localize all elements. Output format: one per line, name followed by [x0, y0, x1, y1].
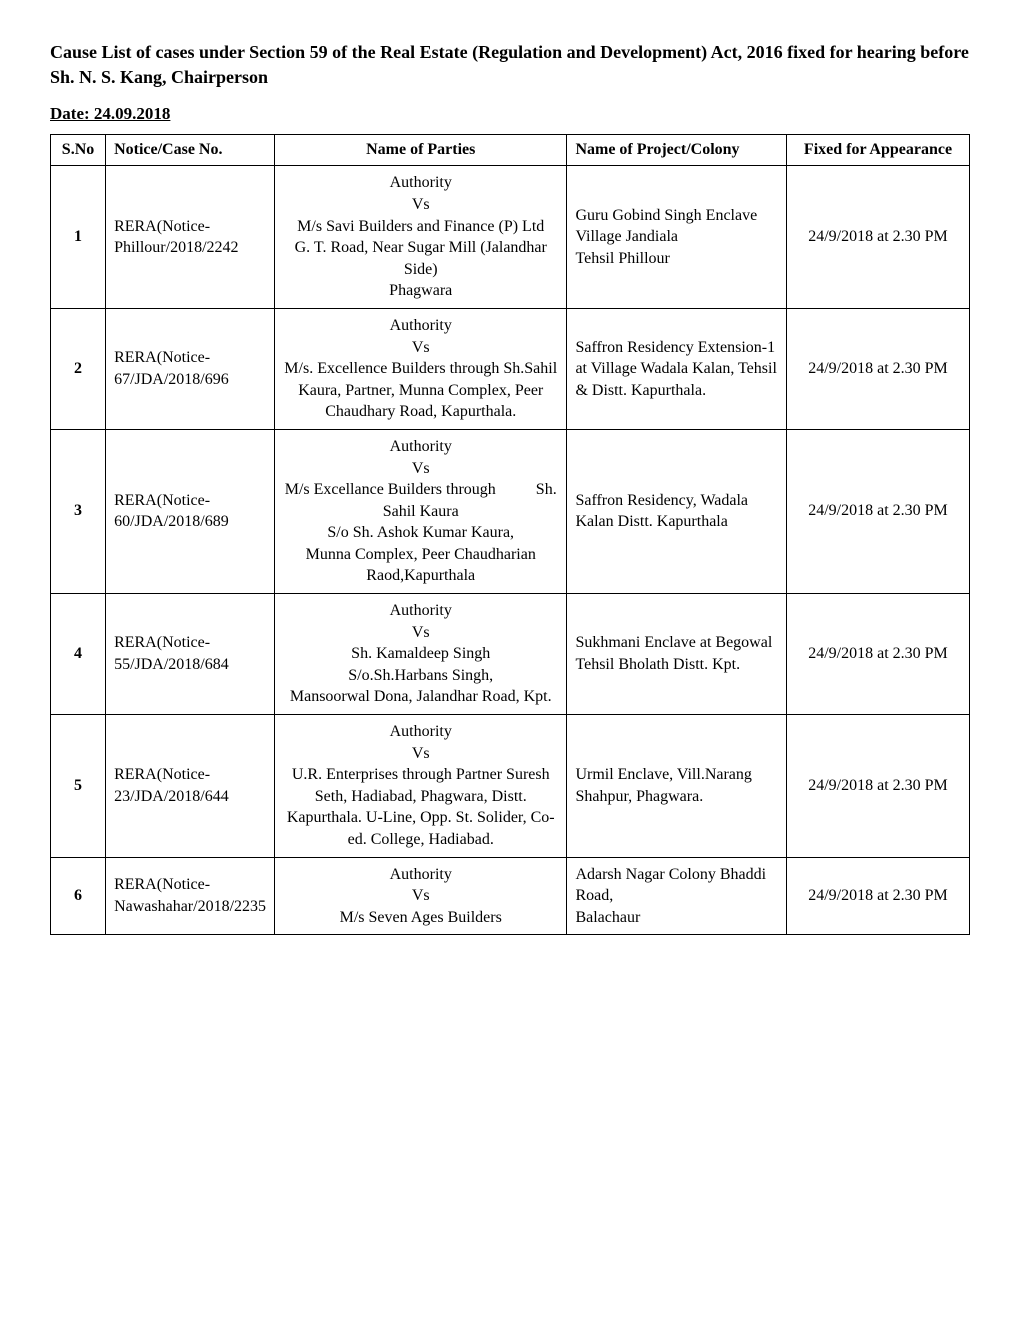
party-line: Mansoorwal Dona, Jalandhar Road, Kpt.: [283, 686, 558, 708]
table-row: 4RERA(Notice-55/JDA/2018/684AuthorityVsS…: [51, 594, 970, 715]
party-line: Munna Complex, Peer Chaudharian Raod,Kap…: [283, 544, 558, 587]
project-block: Guru Gobind Singh EnclaveVillage Jandial…: [575, 205, 778, 270]
table-row: 3RERA(Notice-60/JDA/2018/689AuthorityVsM…: [51, 429, 970, 593]
party-line: M/s Savi Builders and Finance (P) Ltd: [283, 216, 558, 238]
party-line: Vs: [283, 337, 558, 359]
cell-sno: 4: [51, 594, 106, 715]
project-block: Adarsh Nagar Colony Bhaddi Road,Balachau…: [575, 864, 778, 929]
parties-block: AuthorityVsM/s Savi Builders and Finance…: [283, 172, 558, 302]
cell-project: Adarsh Nagar Colony Bhaddi Road,Balachau…: [567, 857, 787, 935]
project-line: Village Jandiala: [575, 226, 778, 248]
party-line: Authority: [283, 436, 558, 458]
col-header-sno: S.No: [51, 135, 106, 166]
parties-block: AuthorityVsSh. Kamaldeep SinghS/o.Sh.Har…: [283, 600, 558, 708]
project-block: Saffron Residency, Wadala Kalan Distt. K…: [575, 490, 778, 533]
party-line: M/s. Excellence Builders through Sh.Sahi…: [283, 358, 558, 423]
case-no-text: RERA(Notice-67/JDA/2018/696: [114, 347, 266, 390]
cell-case-no: RERA(Notice-67/JDA/2018/696: [106, 308, 275, 429]
party-line: Phagwara: [283, 280, 558, 302]
cell-case-no: RERA(Notice-Nawashahar/2018/2235: [106, 857, 275, 935]
col-header-parties: Name of Parties: [275, 135, 567, 166]
case-no-text: RERA(Notice-Phillour/2018/2242: [114, 216, 266, 259]
cell-fixed-for: 24/9/2018 at 2.30 PM: [787, 166, 970, 309]
party-line: Authority: [283, 864, 558, 886]
cell-sno: 2: [51, 308, 106, 429]
party-line: Authority: [283, 315, 558, 337]
party-line: Vs: [283, 194, 558, 216]
cell-project: Saffron Residency, Wadala Kalan Distt. K…: [567, 429, 787, 593]
cell-fixed-for: 24/9/2018 at 2.30 PM: [787, 429, 970, 593]
cause-list-table: S.No Notice/Case No. Name of Parties Nam…: [50, 134, 970, 935]
case-no-text: RERA(Notice-23/JDA/2018/644: [114, 764, 266, 807]
cell-fixed-for: 24/9/2018 at 2.30 PM: [787, 857, 970, 935]
case-no-text: RERA(Notice-60/JDA/2018/689: [114, 490, 266, 533]
party-line: Sh. Kamaldeep Singh: [283, 643, 558, 665]
cell-project: Saffron Residency Extension-1 at Village…: [567, 308, 787, 429]
cell-project: Guru Gobind Singh EnclaveVillage Jandial…: [567, 166, 787, 309]
cell-parties: AuthorityVsM/s Seven Ages Builders: [275, 857, 567, 935]
party-line: S/o.Sh.Harbans Singh,: [283, 665, 558, 687]
cell-parties: AuthorityVsM/s Excellance Builders throu…: [275, 429, 567, 593]
party-line: Authority: [283, 172, 558, 194]
party-line: Vs: [283, 743, 558, 765]
project-line: Urmil Enclave, Vill.Narang Shahpur, Phag…: [575, 764, 778, 807]
table-row: 1RERA(Notice-Phillour/2018/2242 Authority…: [51, 166, 970, 309]
cell-parties: AuthorityVsU.R. Enterprises through Part…: [275, 715, 567, 858]
cell-parties: AuthorityVsSh. Kamaldeep SinghS/o.Sh.Har…: [275, 594, 567, 715]
parties-block: AuthorityVsM/s Seven Ages Builders: [283, 864, 558, 929]
parties-block: AuthorityVsM/s. Excellence Builders thro…: [283, 315, 558, 423]
party-line: U.R. Enterprises through Partner Suresh …: [283, 764, 558, 850]
cell-sno: 6: [51, 857, 106, 935]
cell-fixed-for: 24/9/2018 at 2.30 PM: [787, 308, 970, 429]
parties-block: AuthorityVsU.R. Enterprises through Part…: [283, 721, 558, 851]
table-row: 5RERA(Notice-23/JDA/2018/644AuthorityVsU…: [51, 715, 970, 858]
project-block: Urmil Enclave, Vill.Narang Shahpur, Phag…: [575, 764, 778, 807]
cell-case-no: RERA(Notice-55/JDA/2018/684: [106, 594, 275, 715]
col-header-project: Name of Project/Colony: [567, 135, 787, 166]
cell-case-no: RERA(Notice-60/JDA/2018/689: [106, 429, 275, 593]
project-line: Balachaur: [575, 907, 778, 929]
party-line: Vs: [283, 885, 558, 907]
col-header-case: Notice/Case No.: [106, 135, 275, 166]
cell-fixed-for: 24/9/2018 at 2.30 PM: [787, 715, 970, 858]
project-block: Saffron Residency Extension-1 at Village…: [575, 337, 778, 402]
cell-parties: AuthorityVsM/s Savi Builders and Finance…: [275, 166, 567, 309]
page-heading: Cause List of cases under Section 59 of …: [50, 40, 970, 90]
party-line: G. T. Road, Near Sugar Mill (Jalandhar S…: [283, 237, 558, 280]
party-line: Authority: [283, 600, 558, 622]
party-line: Vs: [283, 458, 558, 480]
party-line: Vs: [283, 622, 558, 644]
table-header-row: S.No Notice/Case No. Name of Parties Nam…: [51, 135, 970, 166]
cell-fixed-for: 24/9/2018 at 2.30 PM: [787, 594, 970, 715]
table-body: 1RERA(Notice-Phillour/2018/2242 Authority…: [51, 166, 970, 935]
project-line: Sukhmani Enclave at Begowal Tehsil Bhola…: [575, 632, 778, 675]
parties-block: AuthorityVsM/s Excellance Builders throu…: [283, 436, 558, 587]
cell-project: Urmil Enclave, Vill.Narang Shahpur, Phag…: [567, 715, 787, 858]
table-row: 2RERA(Notice-67/JDA/2018/696 AuthorityVsM…: [51, 308, 970, 429]
cell-project: Sukhmani Enclave at Begowal Tehsil Bhola…: [567, 594, 787, 715]
cell-sno: 3: [51, 429, 106, 593]
project-line: Tehsil Phillour: [575, 248, 778, 270]
cell-sno: 5: [51, 715, 106, 858]
case-no-text: RERA(Notice-55/JDA/2018/684: [114, 632, 266, 675]
party-line: S/o Sh. Ashok Kumar Kaura,: [283, 522, 558, 544]
cell-case-no: RERA(Notice-Phillour/2018/2242: [106, 166, 275, 309]
project-block: Sukhmani Enclave at Begowal Tehsil Bhola…: [575, 632, 778, 675]
party-line: M/s Excellance Builders through Sh. Sahi…: [283, 479, 558, 522]
party-line: Authority: [283, 721, 558, 743]
project-line: Saffron Residency Extension-1 at Village…: [575, 337, 778, 402]
cell-case-no: RERA(Notice-23/JDA/2018/644: [106, 715, 275, 858]
cell-parties: AuthorityVsM/s. Excellence Builders thro…: [275, 308, 567, 429]
cell-sno: 1: [51, 166, 106, 309]
project-line: Saffron Residency, Wadala Kalan Distt. K…: [575, 490, 778, 533]
project-line: Adarsh Nagar Colony Bhaddi Road,: [575, 864, 778, 907]
case-no-text: RERA(Notice-Nawashahar/2018/2235: [114, 874, 266, 917]
table-row: 6RERA(Notice-Nawashahar/2018/2235 Authori…: [51, 857, 970, 935]
col-header-fixed: Fixed for Appearance: [787, 135, 970, 166]
date-line: Date: 24.09.2018: [50, 104, 970, 124]
project-line: Guru Gobind Singh Enclave: [575, 205, 778, 227]
party-line: M/s Seven Ages Builders: [283, 907, 558, 929]
